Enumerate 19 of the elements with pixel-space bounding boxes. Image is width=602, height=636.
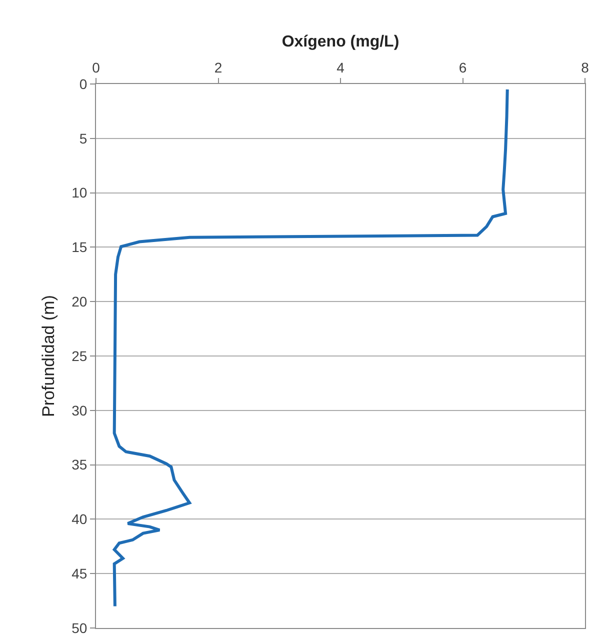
x-tick-label: 8 [581,59,590,76]
y-axis-title: Profundidad (m) [39,295,58,417]
y-tick-label: 0 [79,76,88,92]
x-tick-label: 4 [336,59,345,76]
y-tick-label: 20 [72,294,88,310]
y-tick-label: 10 [72,184,88,201]
y-tick-label: 45 [72,566,88,582]
x-tick-label: 2 [214,59,222,76]
y-tick-label: 40 [72,511,88,528]
line-series [112,88,509,608]
y-tick-label: 50 [72,620,88,636]
x-tick-label: 6 [458,59,467,76]
y-tick-label: 15 [72,239,88,256]
y-tick-label: 35 [72,456,88,473]
x-tick-label: 0 [92,59,100,76]
y-tick-label: 5 [79,130,88,146]
y-tick-label: 30 [72,402,88,418]
x-axis-title: Oxígeno (mg/L) [282,33,400,50]
y-tick-label: 25 [72,348,88,364]
